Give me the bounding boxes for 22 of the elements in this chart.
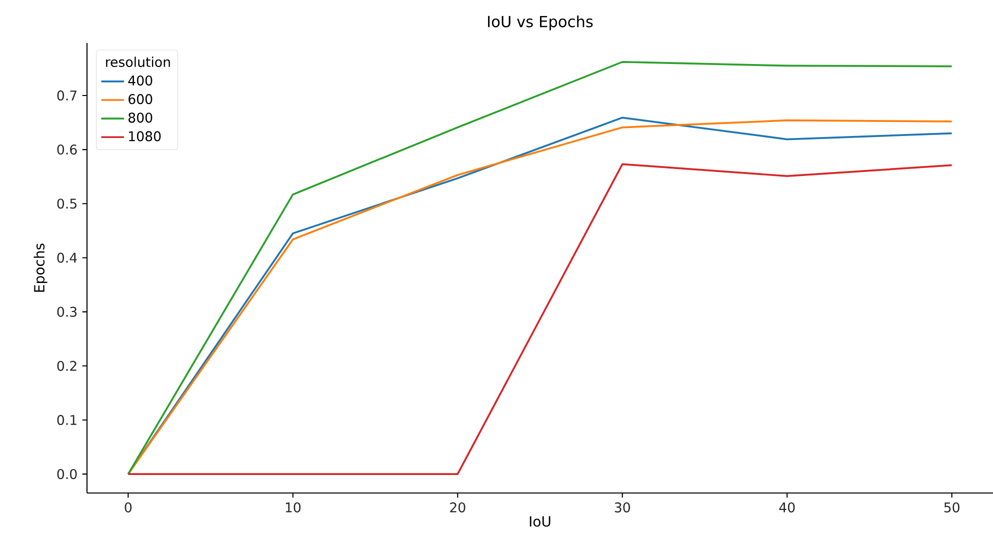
legend-title: resolution: [106, 56, 170, 68]
y-tick-label: 0.1: [57, 414, 76, 426]
legend-label: 600: [128, 94, 152, 104]
legend-label: 1080: [129, 131, 161, 142]
x-tick-label: 20: [450, 502, 466, 512]
y-axis-title: Epochs: [34, 244, 48, 292]
y-tick-label: 0.6: [57, 144, 77, 155]
y-tick-label: 0.4: [57, 252, 77, 263]
y-tick-label: 0.2: [57, 360, 76, 371]
y-tick-label: 0.5: [57, 198, 76, 209]
y-tick-label: 0.3: [57, 306, 77, 317]
x-tick-label: 30: [614, 502, 630, 512]
chart-title: IoU vs Epochs: [488, 15, 593, 30]
x-tick-label: 50: [944, 502, 960, 512]
legend-label: 400: [128, 75, 152, 86]
y-tick-label: 0.0: [57, 469, 77, 480]
x-tick-label: 0: [124, 502, 132, 512]
y-tick-label: 0.7: [57, 90, 76, 101]
x-tick-label: 10: [286, 502, 301, 512]
legend-label: 800: [128, 112, 152, 123]
x-axis-title: IoU: [530, 516, 550, 527]
x-tick-label: 40: [779, 502, 795, 512]
